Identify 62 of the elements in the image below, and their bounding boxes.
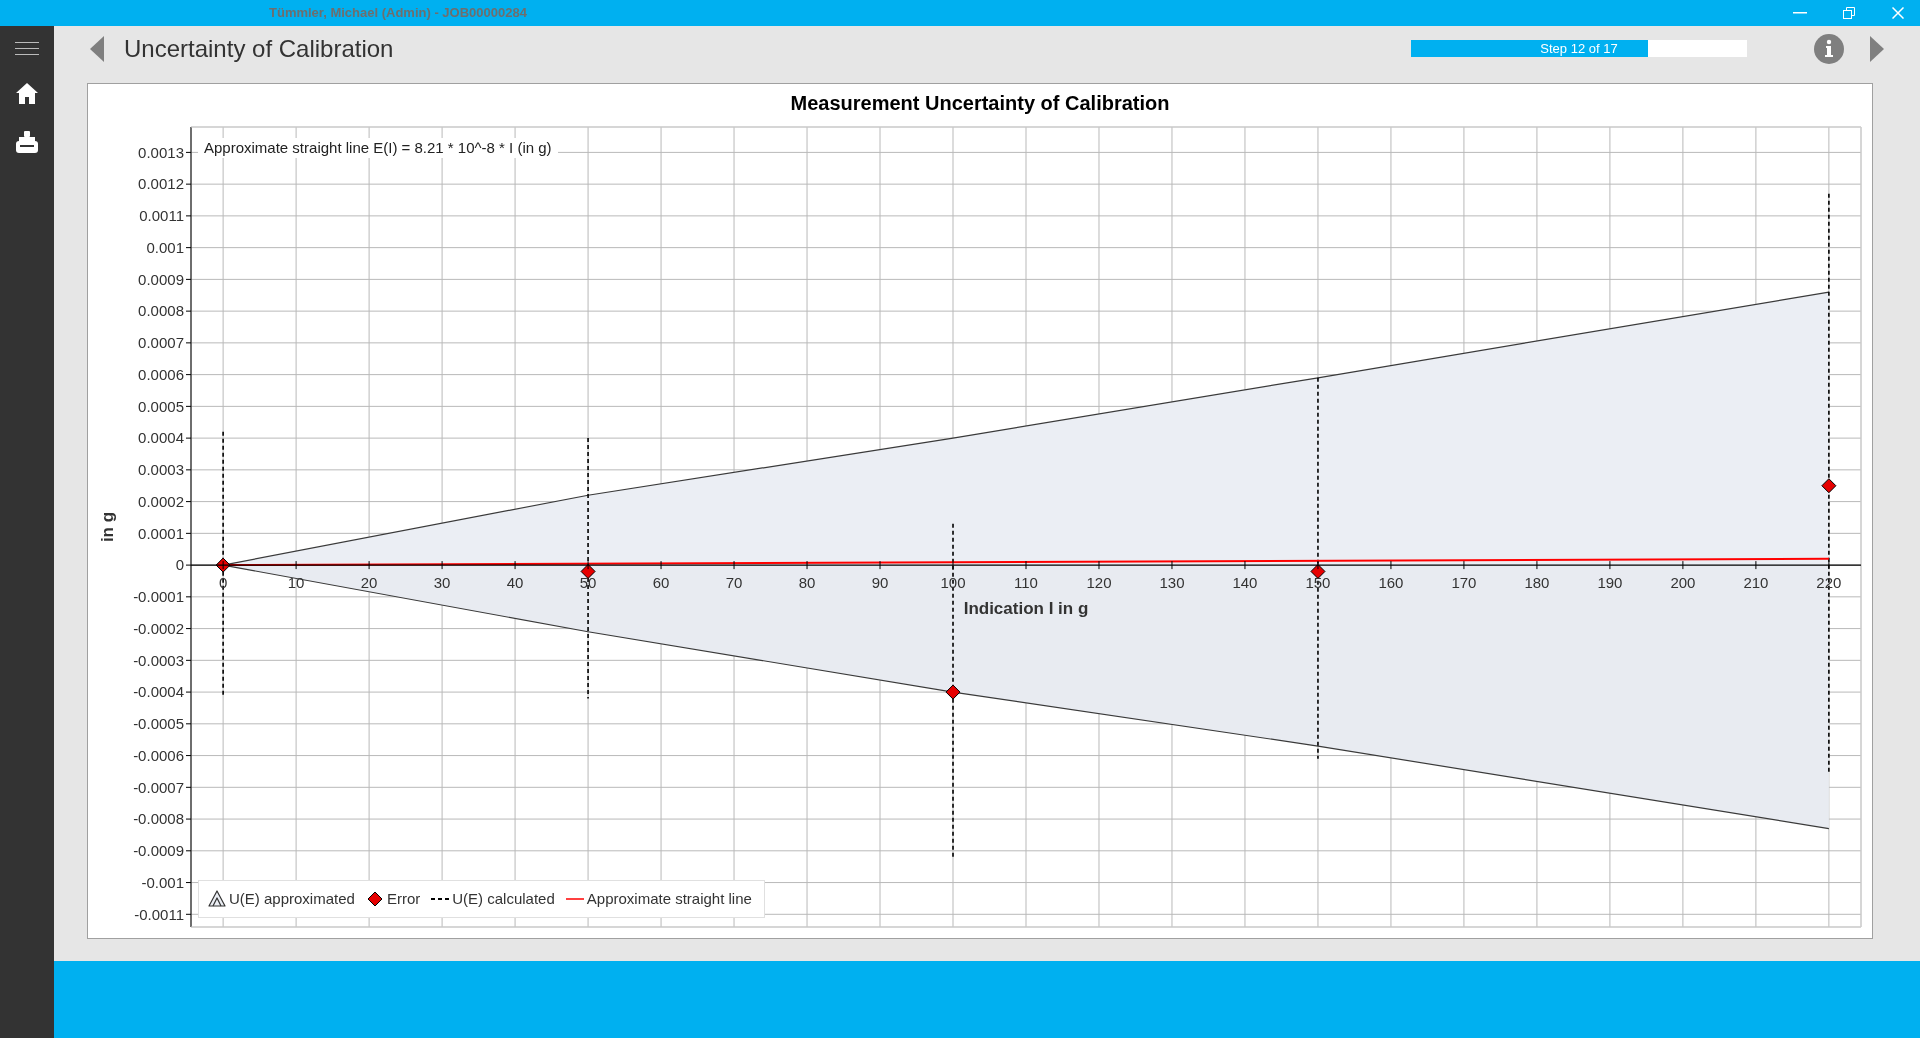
y-tick-label: 0 (175, 556, 184, 574)
y-tick-label: 0.0008 (138, 302, 184, 320)
x-tick-label: 160 (1378, 574, 1404, 592)
legend-label: Approximate straight line (586, 889, 752, 909)
y-tick-label: -0.0008 (133, 810, 184, 828)
y-tick-label: -0.0002 (133, 619, 184, 637)
x-tick-label: 20 (360, 574, 378, 592)
point (945, 684, 961, 700)
x-tick-label: 10 (287, 574, 305, 592)
x-tick-label: 140 (1232, 574, 1258, 592)
chart-title: Measurement Uncertainty of Calibration (789, 92, 1171, 114)
y-tick-label: -0.0003 (133, 651, 184, 669)
x-tick-label: 80 (798, 574, 816, 592)
legend-label: U(E) calculated (452, 889, 555, 909)
text: Tümmler, Michael (Admin) - JOB00000284 (269, 4, 527, 22)
text: Uncertainty of Calibration (124, 34, 394, 64)
y-tick-label: -0.001 (141, 873, 184, 891)
x-tick-label: 90 (871, 574, 889, 592)
x-tick-label: 30 (433, 574, 451, 592)
point (1821, 478, 1837, 494)
y-tick-label: 0.0001 (138, 524, 184, 542)
y-tick-label: 0.001 (146, 238, 184, 256)
y-tick-label: -0.0011 (134, 905, 184, 923)
x-tick-label: 180 (1524, 574, 1550, 592)
x-tick-label: 220 (1816, 574, 1842, 592)
x-tick-label: 210 (1743, 574, 1769, 592)
x-axis-title: Indication I in g (963, 599, 1089, 619)
x-tick-label: 170 (1451, 574, 1477, 592)
y-tick-label: 0.0009 (138, 270, 184, 288)
y-tick-label: 0.0004 (138, 429, 184, 447)
y-tick-label: -0.0007 (133, 778, 184, 796)
y-tick-label: 0.0003 (138, 461, 184, 479)
x-tick-label: 110 (1014, 574, 1038, 592)
y-tick-label: 0.0012 (138, 175, 184, 193)
x-tick-label: 200 (1670, 574, 1696, 592)
x-tick-label: 100 (940, 574, 966, 592)
x-tick-label: 120 (1086, 574, 1112, 592)
y-tick-label: 0.0006 (138, 365, 184, 383)
x-tick-label: 60 (652, 574, 670, 592)
annotation: Approximate straight line E(I) = 8.21 * 10^-8 * I (in g) (198, 138, 558, 158)
y-tick-label: 0.0013 (138, 143, 184, 161)
y-tick-label: -0.0009 (133, 842, 184, 860)
y-tick-label: 0.0007 (138, 334, 184, 352)
y-tick-label: 0.0005 (138, 397, 184, 415)
x-tick-label: 40 (506, 574, 524, 592)
y-tick-label: 0.0011 (139, 207, 184, 225)
y-axis-title: in g (98, 511, 117, 543)
x-tick-label: 0 (218, 574, 228, 592)
y-tick-label: -0.0004 (133, 683, 184, 701)
legend-label: Error (386, 889, 421, 909)
point (1310, 563, 1326, 579)
x-tick-label: 150 (1305, 574, 1331, 592)
x-tick-label: 190 (1597, 574, 1623, 592)
y-tick-label: -0.0006 (133, 746, 184, 764)
x-tick-label: 130 (1159, 574, 1185, 592)
legend-label: U(E) approximated (229, 889, 355, 909)
y-tick-label: 0.0002 (138, 492, 184, 510)
y-tick-label: -0.0005 (133, 715, 184, 733)
point (580, 563, 596, 579)
y-tick-label: -0.0001 (133, 588, 184, 606)
x-tick-label: 50 (579, 574, 597, 592)
x-tick-label: 70 (725, 574, 743, 592)
